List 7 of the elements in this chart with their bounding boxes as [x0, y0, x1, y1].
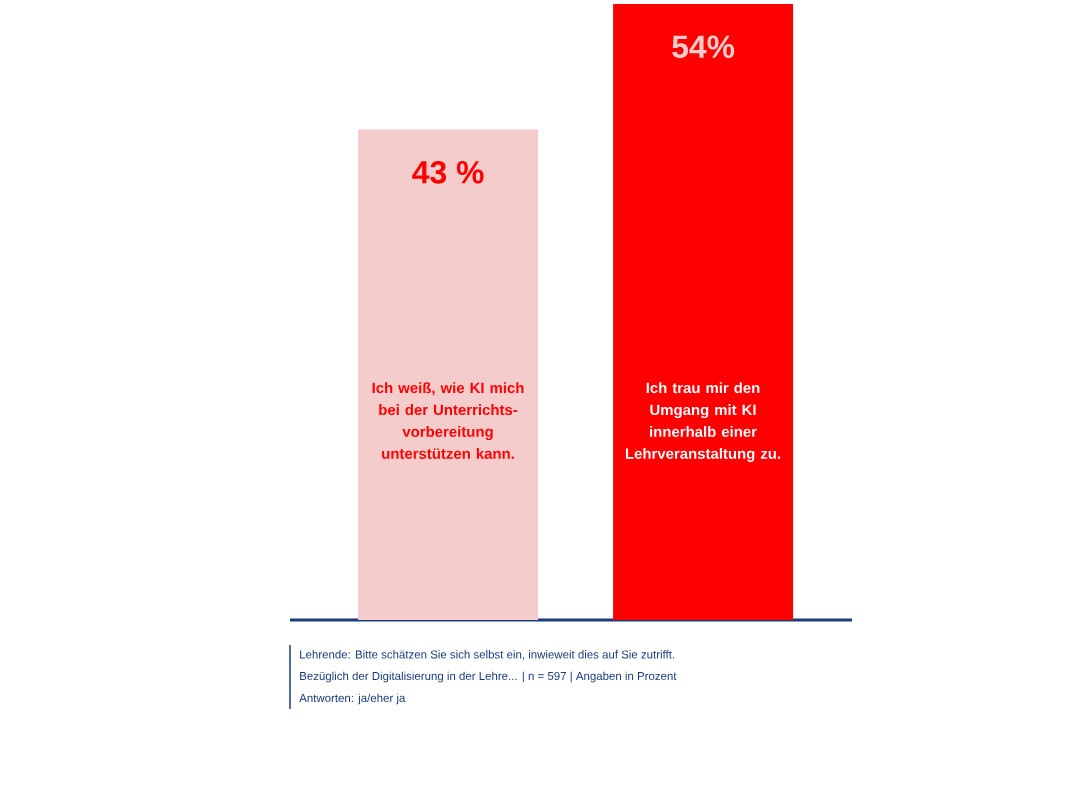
- data-label: 54%: [672, 35, 735, 59]
- x-tick-label: Ich weiß, wie KI mich bei der Unterrichts-vorbereitung unterstützen kann.: [372, 382, 524, 459]
- x-tick-label: Ich trau mir den Umgang mit KI innerhalb einer Lehrveranstaltung zu.: [625, 382, 781, 462]
- text: Lehrende: Bitte schätzen Sie sich selbst ein, inwieweit dies auf Sie zutrifft.: [300, 650, 675, 660]
- text: Bezüglich der Digitalisierung in der Lehre... | n = 597 | Angaben in Prozent: [300, 671, 677, 683]
- text: Antworten: ja/eher ja: [299, 693, 406, 705]
- data-label: 43 %: [412, 161, 484, 184]
